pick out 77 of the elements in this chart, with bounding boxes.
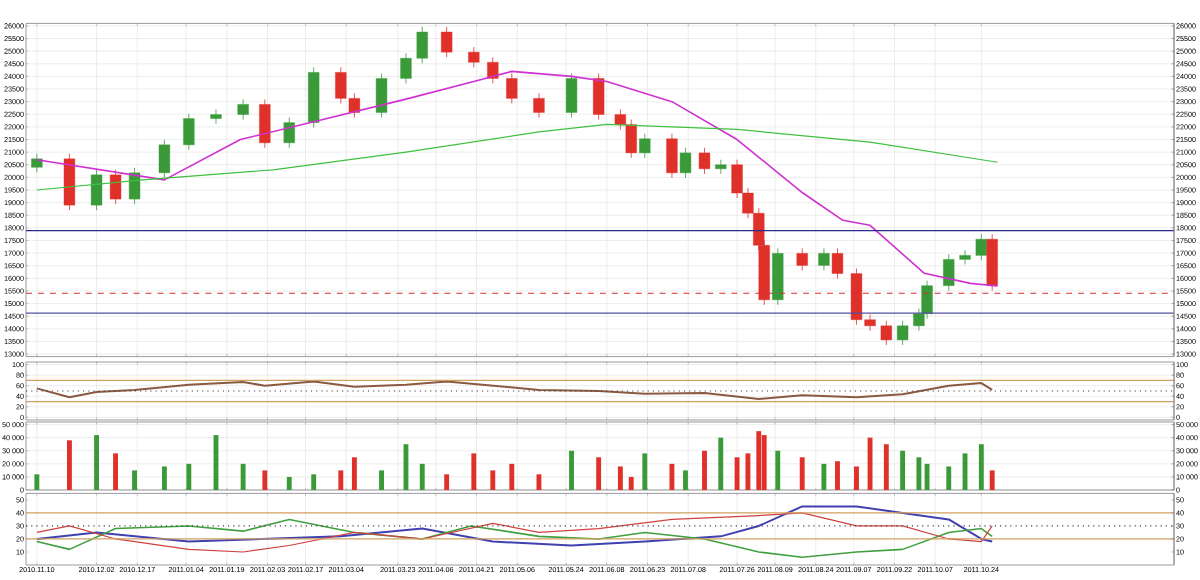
candlestick <box>959 249 971 265</box>
bar <box>490 470 496 490</box>
bar <box>311 474 317 490</box>
bar <box>669 463 675 490</box>
bar <box>338 470 344 490</box>
candlestick <box>109 169 122 205</box>
candlestick <box>375 72 388 118</box>
bar <box>821 463 827 490</box>
bar <box>113 453 118 490</box>
bar <box>286 476 292 490</box>
bar <box>161 466 167 490</box>
candlestick <box>506 72 518 104</box>
bar <box>761 435 767 490</box>
candlestick <box>975 233 987 261</box>
bar <box>989 470 995 490</box>
candlestick <box>565 72 578 118</box>
candlestick <box>283 117 295 149</box>
bar <box>132 470 137 490</box>
candlestick <box>63 153 76 211</box>
bar <box>596 457 602 490</box>
bar <box>34 474 40 490</box>
bar <box>240 463 246 490</box>
candlestick <box>237 98 249 120</box>
bar <box>351 457 357 490</box>
candlestick <box>441 26 453 58</box>
candlestick <box>818 247 830 271</box>
bar <box>900 450 906 490</box>
candlestick <box>183 113 195 151</box>
bar <box>854 466 859 490</box>
bar <box>471 453 477 490</box>
candlestick <box>210 109 222 125</box>
candlestick <box>880 320 892 346</box>
bar <box>978 444 984 490</box>
candlestick <box>679 147 692 179</box>
bar <box>444 474 450 490</box>
candlestick <box>639 133 651 159</box>
candlestick <box>698 147 711 175</box>
bar <box>94 435 100 490</box>
bar <box>66 440 72 490</box>
candlestick <box>158 139 171 179</box>
candlestick <box>593 72 605 120</box>
candlestick <box>90 169 103 211</box>
bar <box>775 450 781 490</box>
bar <box>756 431 762 490</box>
candlestick <box>796 247 808 271</box>
candlestick <box>128 167 141 205</box>
bar <box>617 466 623 490</box>
candlestick <box>772 247 784 306</box>
candlestick <box>468 46 480 68</box>
bar <box>509 463 515 490</box>
bar <box>734 457 740 490</box>
bar <box>186 463 192 490</box>
bar <box>718 437 724 490</box>
candlestick <box>416 26 428 64</box>
bar <box>916 457 922 490</box>
bar <box>946 466 952 490</box>
candlestick <box>31 153 43 173</box>
bar <box>628 476 634 490</box>
bar <box>569 450 574 490</box>
bar <box>702 450 707 490</box>
bar <box>835 461 840 490</box>
bar <box>642 453 648 490</box>
bar <box>262 470 268 490</box>
candlestick <box>400 52 412 84</box>
bar <box>379 470 384 490</box>
bar <box>745 453 751 490</box>
bar <box>419 463 425 490</box>
bar <box>799 457 805 490</box>
candlestick <box>666 133 678 179</box>
candlestick <box>533 92 545 118</box>
bar <box>883 444 889 490</box>
candlestick <box>986 233 998 292</box>
candlestick <box>896 320 909 346</box>
candlestick <box>831 247 844 279</box>
candlestick <box>259 98 271 149</box>
bar <box>683 470 688 490</box>
candlestick <box>943 253 955 292</box>
